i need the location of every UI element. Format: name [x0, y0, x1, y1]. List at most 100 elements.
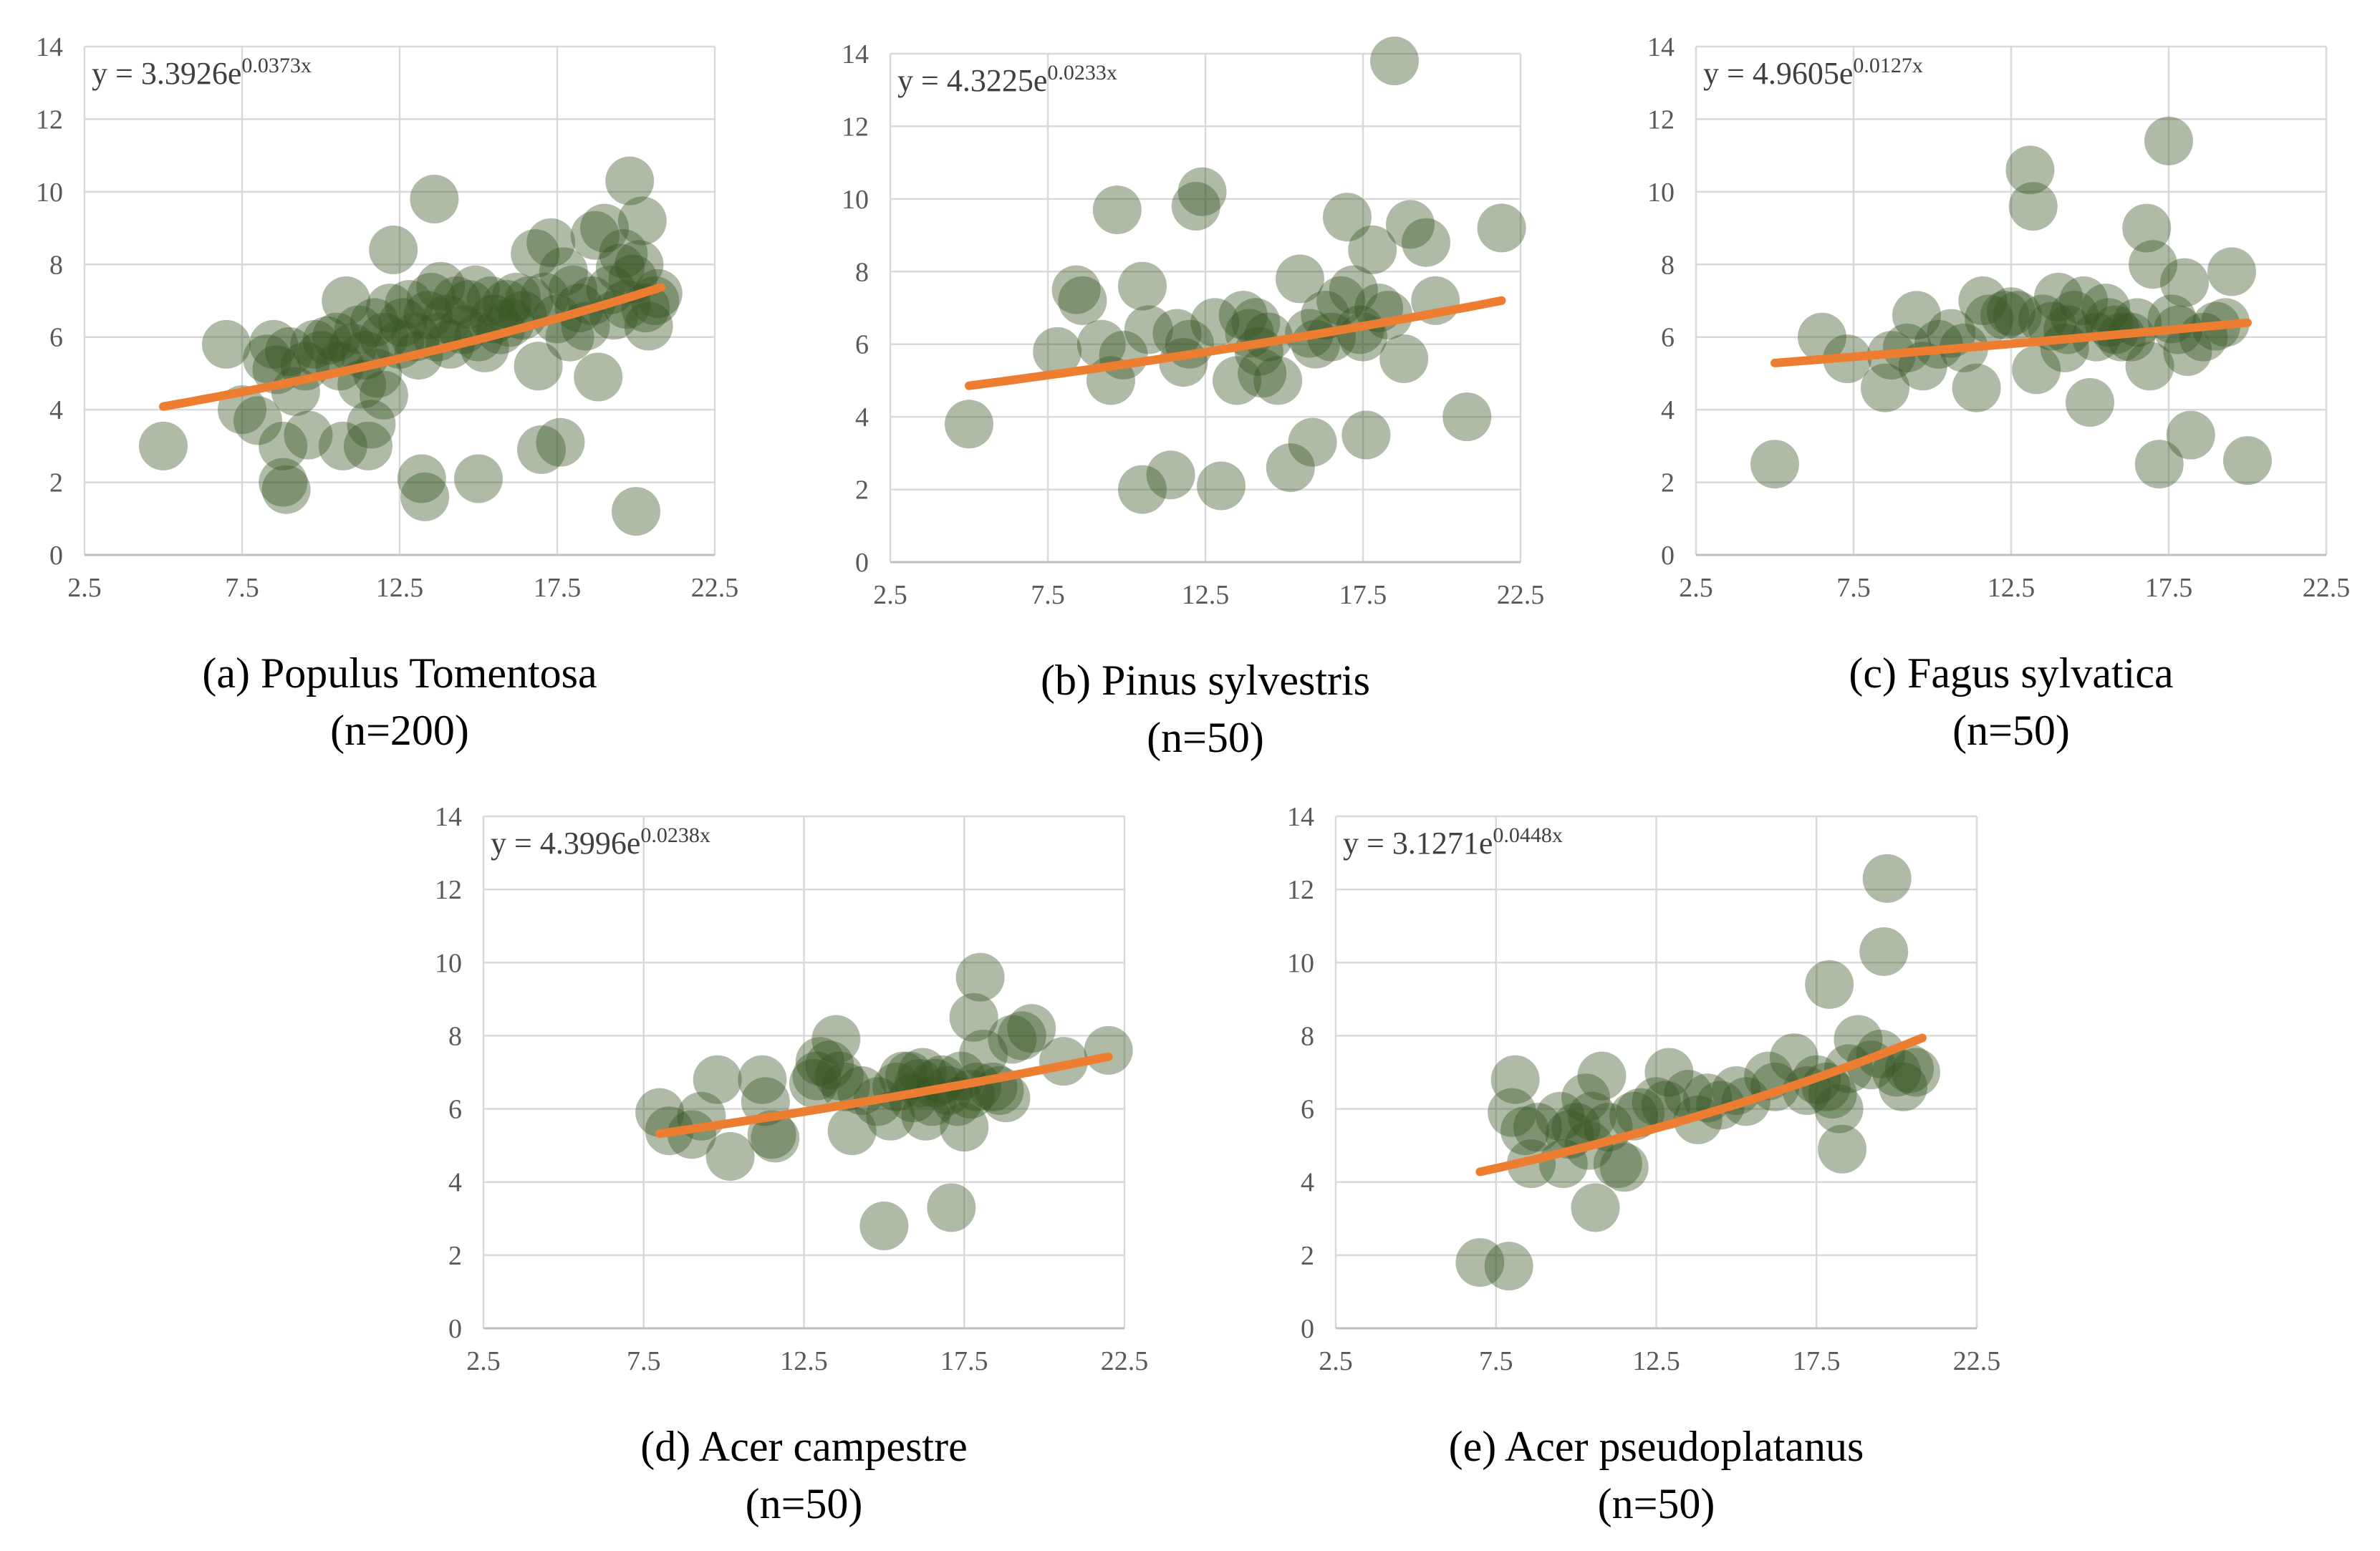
- data-point: [959, 1029, 1008, 1078]
- data-point: [1033, 327, 1082, 376]
- data-point: [1488, 1088, 1537, 1137]
- y-tick-label: 6: [1301, 1095, 1314, 1125]
- data-point: [624, 301, 673, 351]
- data-point: [635, 1088, 685, 1137]
- data-point: [1632, 1077, 1681, 1126]
- data-point: [1118, 261, 1167, 311]
- data-point: [1276, 254, 1324, 304]
- data-point: [630, 276, 680, 325]
- sample-size-label: (n=50): [746, 1480, 863, 1527]
- data-point: [1818, 1124, 1867, 1174]
- data-point: [866, 1091, 915, 1141]
- data-point: [580, 203, 629, 253]
- data-point: [1892, 291, 1941, 340]
- data-point: [1386, 200, 1435, 249]
- x-tick-label: 7.5: [627, 1346, 661, 1376]
- data-point: [451, 265, 500, 314]
- data-point: [859, 1202, 909, 1250]
- data-point: [879, 1051, 928, 1101]
- data-point: [599, 229, 648, 279]
- x-tick-label: 2.5: [466, 1346, 501, 1376]
- trendline: [655, 1052, 1113, 1139]
- x-tick-label: 17.5: [940, 1346, 988, 1376]
- x-tick-label: 22.5: [1497, 580, 1545, 610]
- y-tick-label: 4: [448, 1168, 462, 1198]
- data-point: [139, 421, 188, 470]
- data-point: [520, 272, 569, 322]
- data-point: [1190, 298, 1240, 347]
- data-point: [596, 243, 645, 293]
- data-point: [898, 1048, 948, 1097]
- data-point: [1171, 182, 1220, 231]
- data-point: [1253, 356, 1303, 405]
- trendline: [1770, 318, 2252, 367]
- data-point: [2059, 276, 2109, 325]
- x-tick-label: 17.5: [2145, 573, 2193, 603]
- data-point: [1316, 276, 1366, 325]
- y-tick-label: 2: [49, 468, 63, 498]
- chart-panel-d: 2.5 7.5 12.5 17.5 22.5 0 2 4 6 8 10 12 14 y = 4.3996e…: [435, 802, 1148, 1527]
- data-point: [1084, 1025, 1133, 1075]
- data-point: [1952, 363, 2001, 412]
- y-tick-label: 8: [448, 1021, 462, 1051]
- data-point: [249, 319, 298, 369]
- x-tick-label: 7.5: [225, 573, 259, 603]
- y-tick-label: 4: [49, 395, 63, 425]
- data-point: [811, 1015, 861, 1064]
- data-point: [1577, 1051, 1627, 1101]
- data-point: [1861, 363, 1909, 412]
- y-tick-label: 8: [1301, 1021, 1314, 1051]
- data-point: [536, 417, 585, 467]
- chart-panel-e: 2.5 7.5 12.5 17.5 22.5 0 2 4 6 8 10 12 14 y = 3.1271e…: [1287, 802, 2000, 1527]
- data-point: [1882, 323, 1932, 372]
- data-point: [1238, 349, 1287, 398]
- data-point: [1644, 1048, 1694, 1097]
- data-point: [1987, 287, 2035, 337]
- data-point: [2012, 345, 2061, 395]
- data-point: [2066, 378, 2114, 427]
- data-point: [805, 1040, 854, 1090]
- data-point: [400, 472, 450, 521]
- data-point: [423, 294, 471, 344]
- y-tick-label: 8: [855, 257, 869, 287]
- data-point: [1379, 334, 1429, 383]
- data-point: [397, 454, 446, 503]
- data-point: [549, 265, 597, 314]
- data-point: [1007, 1004, 1056, 1053]
- x-tick-label: 7.5: [1479, 1346, 1513, 1376]
- data-point: [2005, 145, 2055, 195]
- data-point: [814, 1051, 864, 1101]
- data-point: [302, 316, 352, 365]
- x-tick-label: 2.5: [1679, 573, 1713, 603]
- data-point: [1455, 1238, 1505, 1287]
- chart-caption: (e) Acer pseudoplatanus: [1449, 1423, 1864, 1470]
- data-point: [2043, 305, 2093, 354]
- y-tick-label: 6: [855, 330, 869, 360]
- data-point: [1599, 1143, 1649, 1192]
- data-point: [347, 400, 396, 449]
- x-tick-label: 12.5: [376, 573, 424, 603]
- data-point: [792, 1051, 842, 1101]
- x-tick-label: 12.5: [1632, 1346, 1680, 1376]
- data-point: [1798, 312, 1846, 362]
- data-point: [1750, 440, 1799, 489]
- data-point: [2160, 258, 2209, 307]
- x-tick-label: 7.5: [1031, 580, 1065, 610]
- trendline: [965, 296, 1506, 390]
- data-point: [1484, 1242, 1533, 1291]
- data-point: [1177, 167, 1227, 216]
- data-point: [955, 952, 1005, 1002]
- data-point: [1051, 265, 1101, 314]
- y-tick-label: 0: [1661, 541, 1675, 571]
- y-tick-label: 0: [1301, 1314, 1314, 1344]
- data-point: [444, 280, 493, 329]
- data-point: [1769, 1033, 1818, 1083]
- data-point: [1536, 1091, 1585, 1141]
- data-point: [1197, 461, 1246, 511]
- y-tick-label: 10: [842, 185, 869, 215]
- y-tick-label: 0: [49, 541, 63, 571]
- x-tick-label: 22.5: [1953, 1346, 2001, 1376]
- y-tick-label: 4: [1661, 395, 1675, 425]
- data-point: [888, 1073, 938, 1123]
- data-point: [2125, 342, 2174, 391]
